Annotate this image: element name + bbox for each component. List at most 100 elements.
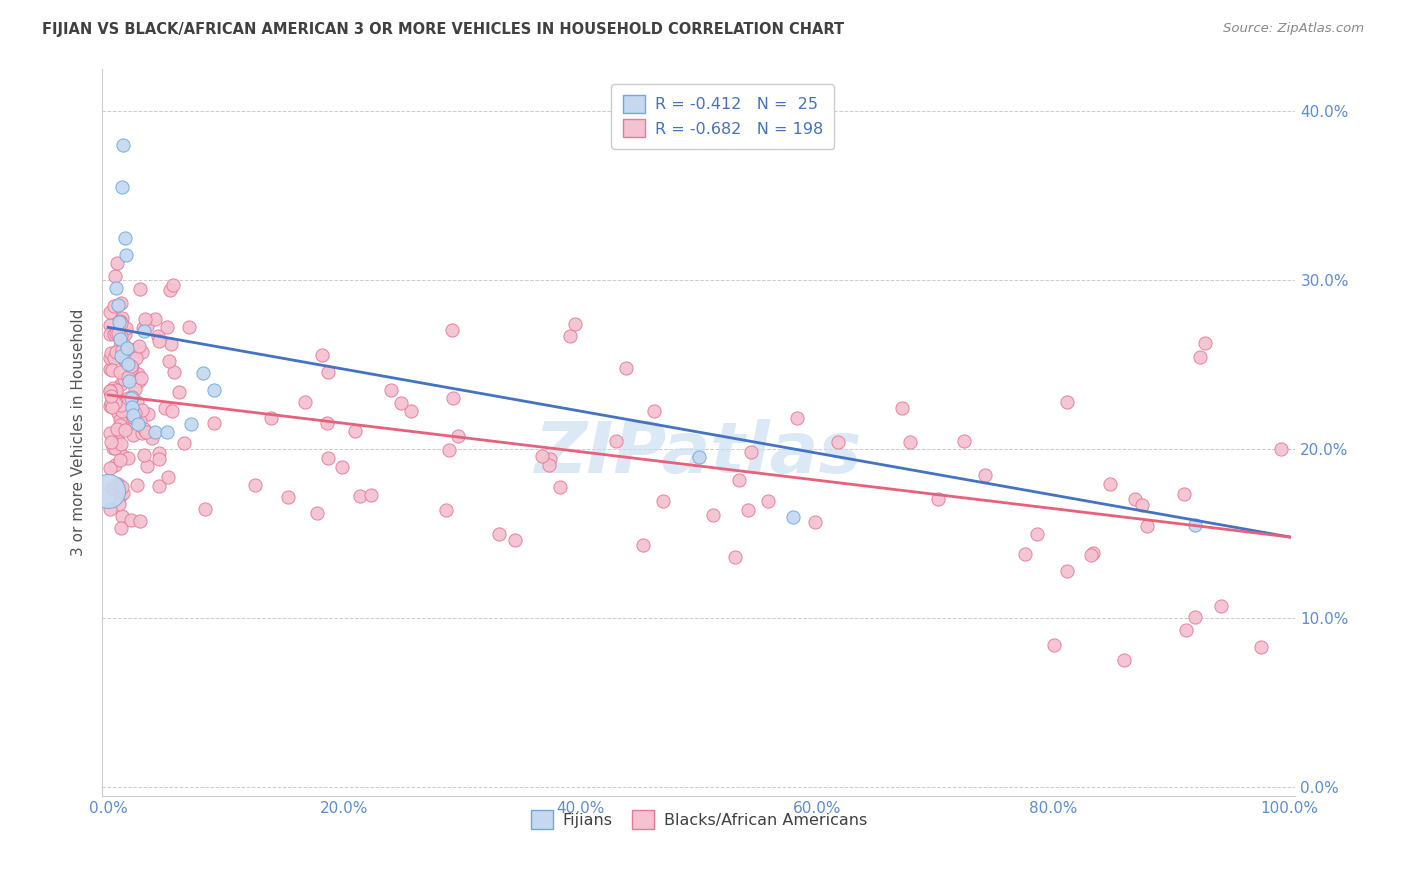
Point [156, 470, 179, 484]
Point [441, 391, 464, 405]
Point [112, 137, 135, 152]
Point [115, 320, 138, 334]
Point [434, 503, 457, 517]
Point [1130, 498, 1153, 512]
Point [107, 434, 129, 448]
Point [153, 401, 176, 415]
Point [107, 348, 129, 362]
Point [179, 320, 201, 334]
Point [127, 367, 149, 381]
Point [105, 281, 128, 295]
Point [169, 385, 191, 400]
Point [108, 417, 131, 432]
Point [440, 322, 463, 336]
Point [105, 256, 128, 270]
Point [110, 295, 132, 310]
Point [1270, 442, 1292, 457]
Point [125, 394, 148, 409]
Point [110, 329, 132, 343]
Text: FIJIAN VS BLACK/AFRICAN AMERICAN 3 OR MORE VEHICLES IN HOUSEHOLD CORRELATION CHA: FIJIAN VS BLACK/AFRICAN AMERICAN 3 OR MO… [42, 22, 845, 37]
Point [121, 371, 143, 385]
Point [128, 414, 150, 428]
Point [786, 410, 808, 425]
Point [316, 366, 339, 380]
Point [110, 349, 132, 363]
Point [131, 402, 153, 417]
Point [100, 501, 122, 516]
Point [974, 468, 997, 483]
Point [114, 354, 136, 368]
Point [651, 493, 673, 508]
Point [737, 502, 759, 516]
Point [614, 360, 637, 375]
Point [104, 269, 127, 284]
Point [100, 461, 122, 475]
Point [1136, 518, 1159, 533]
Point [1112, 653, 1135, 667]
Point [159, 284, 181, 298]
Point [1014, 547, 1036, 561]
Point [120, 513, 142, 527]
Point [125, 351, 148, 365]
Point [900, 434, 922, 449]
Point [160, 404, 183, 418]
Point [132, 422, 155, 436]
Point [294, 395, 316, 409]
Point [927, 492, 949, 507]
Point [108, 412, 131, 426]
Point [111, 180, 134, 194]
Point [191, 366, 214, 380]
Point [122, 408, 145, 422]
Point [890, 401, 912, 415]
Text: Source: ZipAtlas.com: Source: ZipAtlas.com [1223, 22, 1364, 36]
Point [756, 494, 779, 508]
Point [117, 370, 139, 384]
Point [531, 449, 554, 463]
Point [143, 311, 166, 326]
Point [127, 417, 149, 431]
Point [204, 383, 226, 397]
Point [104, 441, 127, 455]
Point [148, 328, 170, 343]
Y-axis label: 3 or more Vehicles in Household: 3 or more Vehicles in Household [72, 309, 86, 556]
Point [538, 458, 561, 472]
Point [110, 316, 132, 330]
Point [108, 332, 131, 346]
Point [100, 434, 122, 449]
Point [173, 435, 195, 450]
Point [631, 538, 654, 552]
Point [111, 480, 134, 494]
Point [360, 488, 382, 502]
Point [1056, 565, 1078, 579]
Point [148, 452, 170, 467]
Point [111, 450, 134, 464]
Point [107, 406, 129, 420]
Point [111, 343, 134, 358]
Point [100, 361, 122, 376]
Point [121, 390, 143, 404]
Point [134, 312, 156, 326]
Point [117, 450, 139, 465]
Point [100, 384, 122, 399]
Point [97, 484, 120, 499]
Point [117, 392, 139, 406]
Point [505, 533, 527, 548]
Point [315, 416, 337, 430]
Point [120, 362, 142, 376]
Point [111, 486, 134, 500]
Point [100, 387, 122, 401]
Point [105, 437, 128, 451]
Point [100, 326, 122, 341]
Point [104, 386, 127, 401]
Point [108, 314, 131, 328]
Point [447, 429, 470, 443]
Point [124, 406, 146, 420]
Point [564, 317, 586, 331]
Point [107, 298, 129, 312]
Point [110, 377, 132, 392]
Point [108, 365, 131, 379]
Point [100, 345, 122, 359]
Point [202, 416, 225, 430]
Point [128, 339, 150, 353]
Point [688, 450, 710, 465]
